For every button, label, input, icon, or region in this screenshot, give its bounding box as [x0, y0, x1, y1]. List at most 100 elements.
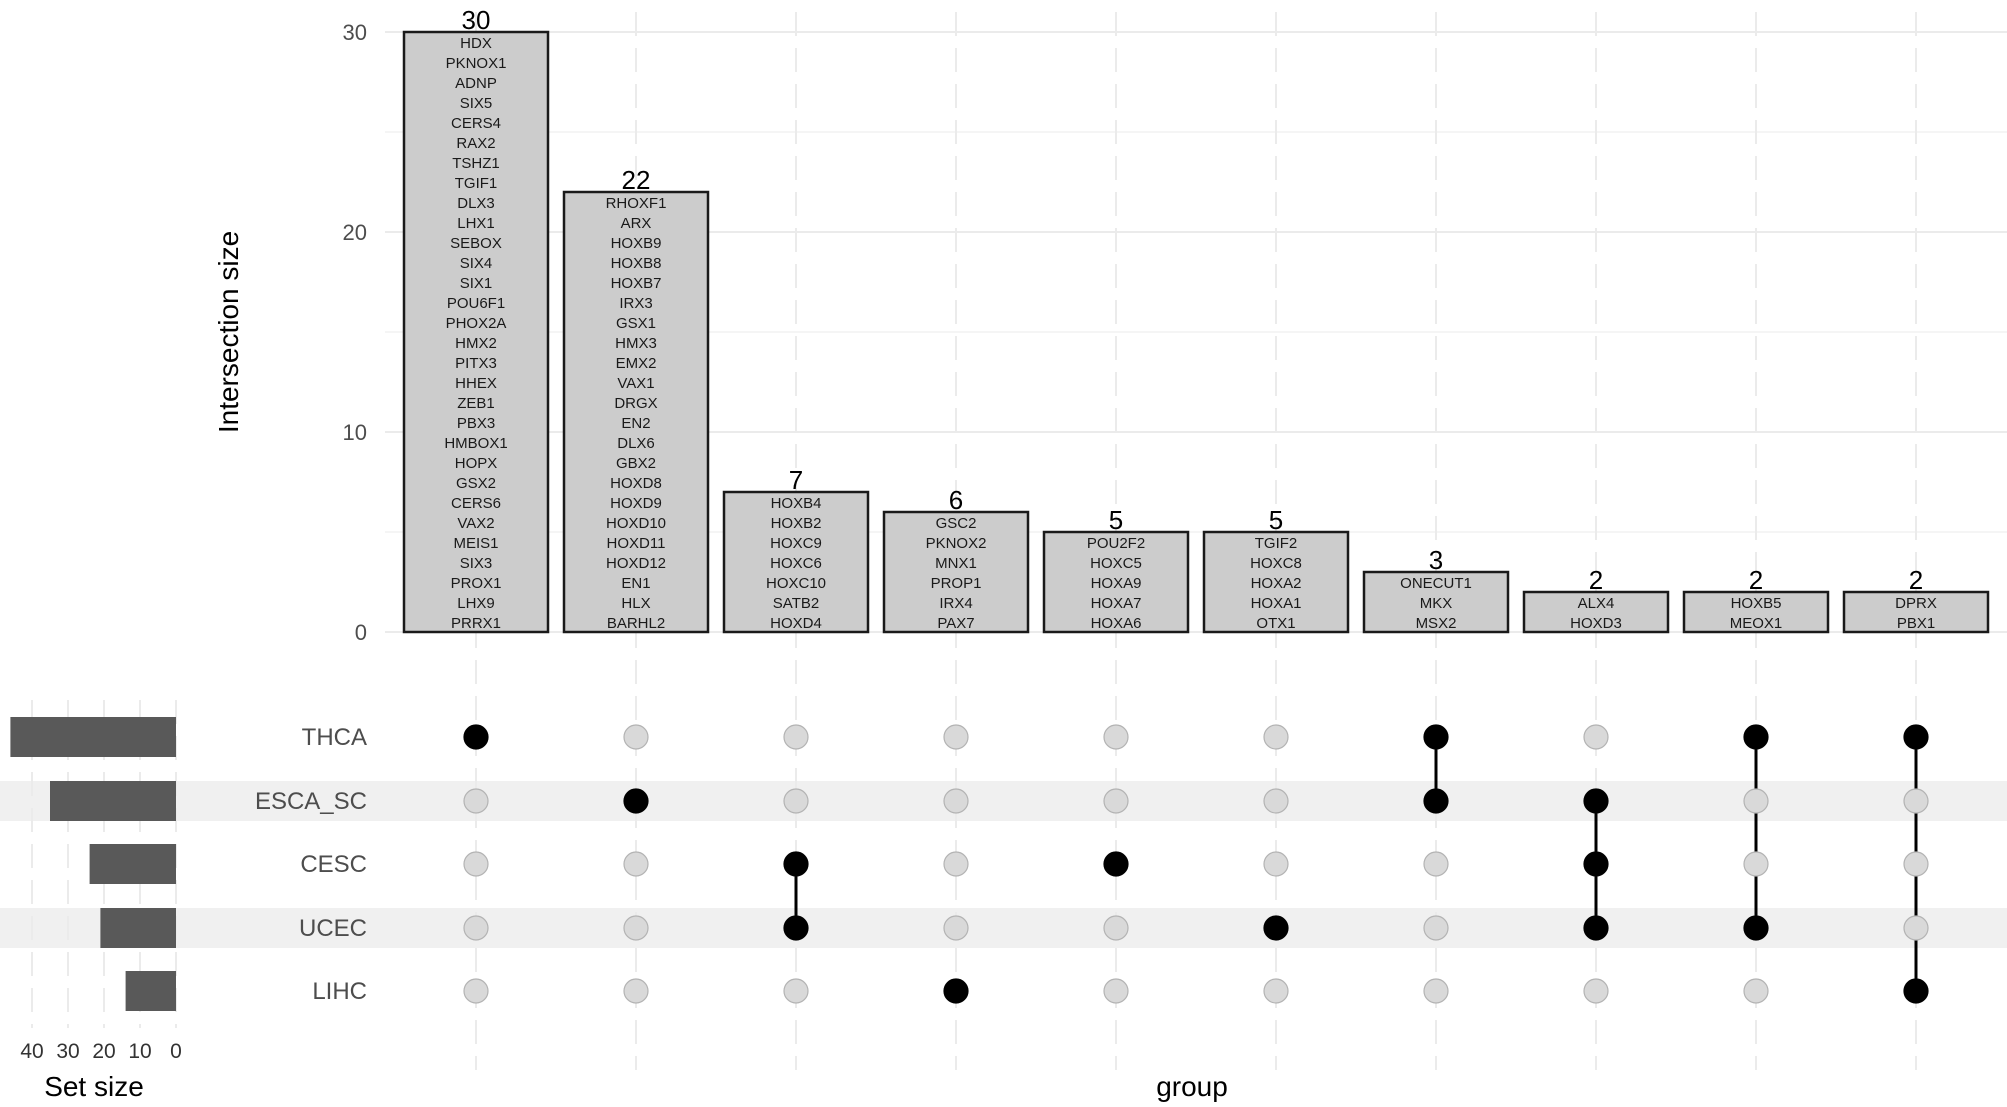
- matrix-dot-active: [1583, 788, 1609, 814]
- y-tick-label: 20: [343, 220, 367, 245]
- intersection-bar-3: [722, 490, 870, 634]
- matrix-dot-active: [1903, 724, 1929, 750]
- gene-label: ZEB1: [457, 395, 495, 412]
- gene-label: HOXD12: [606, 555, 666, 572]
- x-axis-title: group: [1156, 1071, 1228, 1102]
- matrix-dot-inactive: [623, 915, 649, 941]
- matrix-dot-active: [943, 978, 969, 1004]
- gene-label: TSHZ1: [452, 155, 500, 172]
- matrix-dot-inactive: [1423, 915, 1449, 941]
- matrix-dot-inactive: [623, 724, 649, 750]
- matrix-dot-active: [1903, 978, 1929, 1004]
- matrix-dot-inactive: [1423, 851, 1449, 877]
- gene-label: HMBOX1: [444, 435, 507, 452]
- gene-label: HOXD9: [610, 495, 662, 512]
- gene-label: HOXB7: [611, 275, 662, 292]
- set-name-esca_sc: ESCA_SC: [255, 788, 367, 815]
- matrix-dot-inactive: [783, 788, 809, 814]
- setsize-tick-label: 20: [92, 1040, 115, 1063]
- gene-label: CERS4: [451, 115, 501, 132]
- setsize-tick-label: 30: [56, 1040, 79, 1063]
- gene-label: HOXB2: [771, 515, 822, 532]
- gene-label: GSX1: [616, 315, 656, 332]
- matrix-dot-active: [1423, 724, 1449, 750]
- gene-label: HOXA7: [1091, 595, 1142, 612]
- gene-label: OTX1: [1256, 615, 1295, 632]
- intersection-bar-7: [1362, 570, 1510, 634]
- matrix-dot-active: [1743, 915, 1769, 941]
- gene-label: GSC2: [936, 515, 977, 532]
- matrix-dot-inactive: [1103, 978, 1129, 1004]
- gene-label: PITX3: [455, 355, 497, 372]
- gene-label: GBX2: [616, 455, 656, 472]
- y-axis-title: Intersection size: [213, 231, 244, 433]
- gene-label: PROX1: [451, 575, 502, 592]
- gene-label: ARX: [621, 215, 652, 232]
- gene-label: PROP1: [931, 575, 982, 592]
- matrix-dot-inactive: [1583, 978, 1609, 1004]
- matrix-dot-inactive: [1263, 788, 1289, 814]
- gene-label: HOXA6: [1091, 615, 1142, 632]
- intersection-count-label: 2: [1749, 565, 1763, 595]
- intersection-bar-10: [1842, 590, 1990, 634]
- matrix-dot-inactive: [623, 978, 649, 1004]
- intersection-count-label: 5: [1269, 505, 1283, 535]
- matrix-dot-active: [783, 851, 809, 877]
- gene-label: PRRX1: [451, 615, 501, 632]
- gene-label: TGIF1: [455, 175, 498, 192]
- gene-label: DPRX: [1895, 595, 1937, 612]
- gene-label: GSX2: [456, 475, 496, 492]
- set-size-bar-ucec: [100, 908, 176, 948]
- gene-label: PBX1: [1897, 615, 1935, 632]
- gene-label: POU6F1: [447, 295, 505, 312]
- gene-label: HOXB4: [771, 495, 822, 512]
- matrix-dot-inactive: [1263, 978, 1289, 1004]
- set-name-ucec: UCEC: [299, 915, 367, 942]
- matrix-dot-inactive: [783, 724, 809, 750]
- matrix-dot-inactive: [1103, 788, 1129, 814]
- matrix-dot-inactive: [1263, 724, 1289, 750]
- gene-label: MEIS1: [453, 535, 498, 552]
- intersection-count-label: 5: [1109, 505, 1123, 535]
- matrix-dot-active: [1743, 724, 1769, 750]
- gene-label: IRX4: [939, 595, 972, 612]
- matrix-dot-active: [1583, 915, 1609, 941]
- gene-label: SATB2: [773, 595, 819, 612]
- gene-label: HMX2: [455, 335, 497, 352]
- matrix-dot-inactive: [943, 851, 969, 877]
- gene-label: MEOX1: [1730, 615, 1783, 632]
- gene-label: SIX4: [460, 255, 493, 272]
- gene-label: PBX3: [457, 415, 495, 432]
- gene-label: RAX2: [456, 135, 495, 152]
- gene-label: ADNP: [455, 75, 497, 92]
- gene-label: DLX3: [457, 195, 495, 212]
- gene-label: HDX: [460, 35, 492, 52]
- matrix-dot-inactive: [463, 978, 489, 1004]
- gene-label: HOXC10: [766, 575, 826, 592]
- set-name-cesc: CESC: [300, 851, 367, 878]
- gene-label: HOXB9: [611, 235, 662, 252]
- gene-label: BARHL2: [607, 615, 665, 632]
- set-size-axis-title: Set size: [44, 1071, 144, 1102]
- gene-label: MKX: [1420, 595, 1453, 612]
- matrix-dot-inactive: [1743, 978, 1769, 1004]
- matrix-dot-active: [783, 915, 809, 941]
- gene-label: HLX: [621, 595, 650, 612]
- gene-label: VAX1: [617, 375, 654, 392]
- matrix-dot-active: [1583, 851, 1609, 877]
- gene-label: PAX7: [937, 615, 974, 632]
- gene-label: SIX3: [460, 555, 493, 572]
- gene-label: PKNOX2: [926, 535, 987, 552]
- intersection-bar-5: [1042, 530, 1190, 634]
- intersection-count-label: 7: [789, 465, 803, 495]
- set-name-thca: THCA: [302, 724, 367, 751]
- intersection-count-label: 30: [462, 5, 491, 35]
- gene-label: HOXD4: [770, 615, 822, 632]
- intersection-count-label: 3: [1429, 545, 1443, 575]
- gene-label: ONECUT1: [1400, 575, 1472, 592]
- gene-label: MSX2: [1416, 615, 1457, 632]
- gene-label: SIX1: [460, 275, 493, 292]
- y-tick-label: 10: [343, 420, 367, 445]
- set-size-bar-esca_sc: [50, 781, 176, 821]
- matrix-dot-inactive: [463, 851, 489, 877]
